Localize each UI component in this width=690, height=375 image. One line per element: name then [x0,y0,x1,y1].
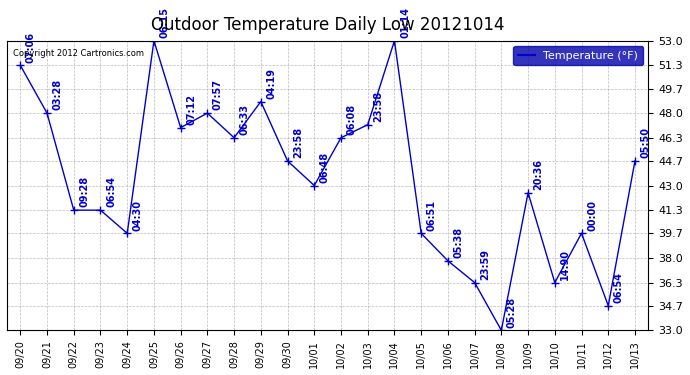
Text: 06:33: 06:33 [239,104,250,135]
Text: 01:14: 01:14 [400,7,410,38]
Text: 05:50: 05:50 [640,127,651,158]
Text: 06:54: 06:54 [614,272,624,303]
Text: 23:59: 23:59 [480,249,490,280]
Text: 06:51: 06:51 [426,200,437,231]
Text: 05:38: 05:38 [453,227,464,258]
Title: Outdoor Temperature Daily Low 20121014: Outdoor Temperature Daily Low 20121014 [151,16,504,34]
Text: 07:06: 07:06 [26,32,36,63]
Text: 03:28: 03:28 [52,79,63,110]
Text: 20:36: 20:36 [533,159,544,190]
Text: 07:57: 07:57 [213,80,223,110]
Text: 00:00: 00:00 [587,200,597,231]
Text: 06:48: 06:48 [320,152,330,183]
Text: Copyright 2012 Cartronics.com: Copyright 2012 Cartronics.com [13,50,144,58]
Text: 06:15: 06:15 [159,7,170,38]
Text: 23:58: 23:58 [293,127,303,158]
Text: 04:19: 04:19 [266,68,277,99]
Text: 06:08: 06:08 [346,104,357,135]
Text: 14:90: 14:90 [560,249,571,280]
Text: 09:28: 09:28 [79,176,89,207]
Text: 23:58: 23:58 [373,91,383,122]
Text: 06:54: 06:54 [106,176,116,207]
Text: 07:12: 07:12 [186,94,196,125]
Legend: Temperature (°F): Temperature (°F) [513,46,643,65]
Text: 04:30: 04:30 [132,200,143,231]
Text: 05:28: 05:28 [507,296,517,327]
